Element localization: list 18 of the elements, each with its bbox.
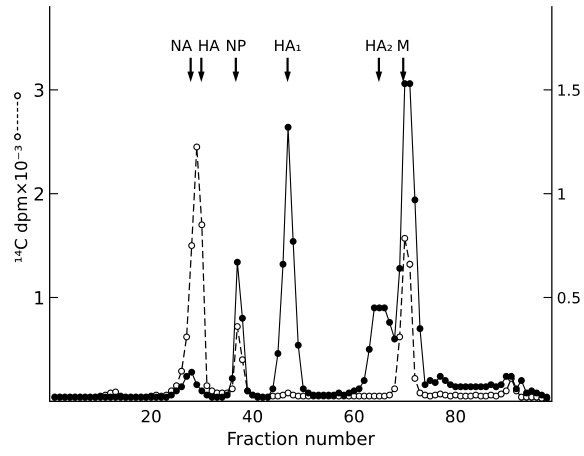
y2-tick-label: 1.5	[558, 84, 580, 96]
x-tick-label: 20	[142, 410, 161, 423]
ref-line-label: NA	[172, 40, 192, 51]
x-tick-label: 40	[242, 410, 262, 423]
ref-line-label: NP	[227, 40, 246, 51]
y-tick-label: 2	[34, 187, 43, 201]
x-tick-label: 80	[446, 410, 465, 423]
y2-tick-label: 1	[558, 188, 566, 200]
x-tick-label: 60	[344, 410, 364, 423]
ref-line-label: HA₁	[275, 40, 301, 52]
x-axis-title: Fraction number	[228, 431, 375, 446]
y2-tick-label: 0.5	[558, 292, 580, 304]
y-tick-label: 3	[34, 83, 44, 97]
y-tick-label: 1	[35, 291, 44, 304]
ref-line-label: M	[398, 40, 408, 51]
ref-line-label: HA	[199, 40, 220, 51]
y-axis-title: ¹⁴C dpm×10⁻³	[14, 146, 31, 262]
ref-line-label: HA₂	[366, 40, 392, 52]
